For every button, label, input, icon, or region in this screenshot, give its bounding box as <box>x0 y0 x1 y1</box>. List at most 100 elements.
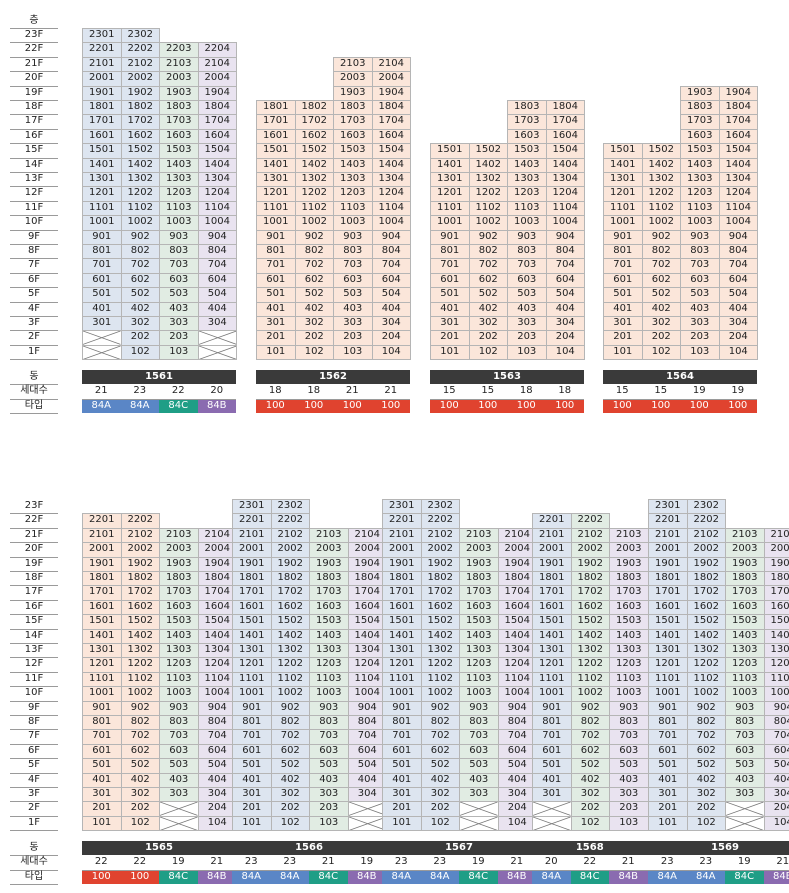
unit-cell: 704 <box>197 258 237 274</box>
unit-cell: 1502 <box>570 614 610 630</box>
household-count: 19 <box>471 856 485 868</box>
unit-cell: 803 <box>725 715 765 731</box>
unit-cell: 1601 <box>382 599 422 616</box>
floor-label: 20F <box>24 543 44 555</box>
unit-cell: 102 <box>294 344 334 361</box>
unit-cell: 1502 <box>420 614 460 630</box>
household-count: 23 <box>433 856 447 868</box>
empty-unit-cell <box>197 344 237 361</box>
unit-cell: 1404 <box>718 157 758 173</box>
unit-cell: 902 <box>686 700 726 716</box>
unit-cell: 701 <box>603 258 643 274</box>
unit-cell: 1704 <box>371 114 411 130</box>
unit-cell: 1404 <box>763 628 789 644</box>
divider <box>10 801 58 803</box>
unit-cell: 1702 <box>270 585 310 601</box>
unit-cell: 1004 <box>763 686 789 702</box>
unit-cell: 1603 <box>507 128 547 145</box>
unit-cell: 802 <box>294 244 334 260</box>
unit-cell: 1903 <box>159 556 199 572</box>
divider <box>232 869 386 871</box>
unit-cell: 603 <box>309 743 349 760</box>
unit-cell: 802 <box>641 244 681 260</box>
unit-type-badge: 100 <box>507 398 546 413</box>
unit-cell: 1401 <box>382 628 422 644</box>
divider <box>10 571 58 572</box>
unit-cell: 203 <box>159 330 199 346</box>
floor-label: 16F <box>24 600 44 612</box>
household-count: 21 <box>210 856 224 868</box>
unit-cell: 2002 <box>270 542 310 558</box>
empty-unit-cell <box>459 801 499 817</box>
floor-label: 11F <box>24 201 44 213</box>
unit-cell: 1403 <box>159 157 199 173</box>
unit-cell: 1603 <box>333 128 373 145</box>
building-number: 1567 <box>382 841 536 855</box>
unit-cell: 1402 <box>570 628 610 644</box>
unit-type-badge: 84B <box>497 869 536 884</box>
unit-cell: 301 <box>532 787 572 803</box>
unit-cell: 102 <box>120 815 160 832</box>
unit-type-badge: 84B <box>763 869 789 884</box>
unit-cell: 1203 <box>459 657 499 673</box>
unit-type-badge: 84A <box>648 869 687 884</box>
unit-cell: 1603 <box>680 128 720 145</box>
unit-cell: 902 <box>468 229 508 245</box>
divider <box>10 787 58 788</box>
divider <box>10 301 58 303</box>
unit-cell: 1001 <box>232 686 272 702</box>
unit-cell: 2102 <box>270 527 310 544</box>
unit-cell: 603 <box>609 743 649 760</box>
unit-cell: 601 <box>382 743 422 760</box>
unit-cell: 1403 <box>333 157 373 173</box>
unit-cell: 603 <box>459 743 499 760</box>
unit-cell: 501 <box>82 287 122 303</box>
unit-cell: 602 <box>120 272 160 289</box>
unit-cell: 701 <box>82 258 122 274</box>
building-number: 1561 <box>82 370 236 384</box>
unit-cell: 1101 <box>430 200 470 217</box>
floor-label: 6F <box>27 744 41 756</box>
unit-cell: 1703 <box>333 114 373 130</box>
unit-cell: 501 <box>532 758 572 774</box>
unit-cell: 1101 <box>256 200 296 217</box>
unit-cell: 1804 <box>371 100 411 116</box>
divider <box>10 815 58 817</box>
unit-cell: 1704 <box>763 585 789 601</box>
unit-cell: 1203 <box>680 186 720 202</box>
unit-cell: 1703 <box>159 585 199 601</box>
unit-cell: 2203 <box>159 42 199 58</box>
unit-cell: 904 <box>371 229 411 245</box>
household-count: 19 <box>360 856 374 868</box>
unit-cell: 801 <box>430 244 470 260</box>
unit-cell: 1701 <box>82 114 122 130</box>
building-number: 1562 <box>256 370 410 384</box>
unit-type-badge: 84A <box>420 869 459 884</box>
unit-cell: 503 <box>159 287 199 303</box>
unit-cell: 2002 <box>420 542 460 558</box>
unit-cell: 101 <box>603 344 643 361</box>
unit-cell: 701 <box>256 258 296 274</box>
divider <box>10 413 58 415</box>
unit-cell: 501 <box>382 758 422 774</box>
household-count: 21 <box>94 385 108 397</box>
unit-cell: 1303 <box>725 643 765 659</box>
unit-cell: 2103 <box>459 527 499 544</box>
unit-cell: 2002 <box>120 71 160 87</box>
building-number: 1565 <box>82 841 236 855</box>
unit-cell: 503 <box>609 758 649 774</box>
unit-cell: 404 <box>545 301 585 317</box>
unit-cell: 1803 <box>309 571 349 587</box>
unit-cell: 1301 <box>430 172 470 188</box>
unit-cell: 901 <box>430 229 470 245</box>
unit-cell: 501 <box>648 758 688 774</box>
unit-cell: 1504 <box>371 143 411 159</box>
unit-cell: 102 <box>270 815 310 832</box>
unit-cell: 1304 <box>545 172 585 188</box>
unit-cell: 1401 <box>256 157 296 173</box>
unit-cell: 601 <box>532 743 572 760</box>
unit-cell: 1304 <box>371 172 411 188</box>
unit-cell: 1603 <box>609 599 649 616</box>
unit-type-badge: 100 <box>294 398 333 413</box>
unit-cell: 1404 <box>371 157 411 173</box>
